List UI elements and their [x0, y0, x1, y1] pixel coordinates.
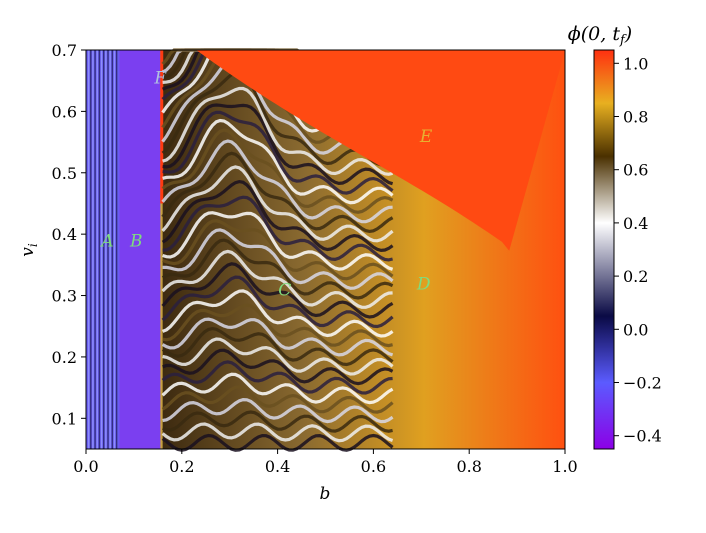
heatmap-stripe	[103, 50, 105, 449]
colorbar-tick-label: 0.0	[623, 320, 648, 339]
y-axis-label-subscript: i	[26, 243, 40, 247]
y-axis-label: vi	[18, 243, 40, 257]
heatmap-fringe	[162, 348, 394, 386]
heatmap-stripe	[113, 50, 116, 449]
y-tick-label: 0.2	[52, 348, 77, 367]
heatmap-fringe	[162, 195, 393, 262]
heatmap-stripe	[92, 50, 94, 449]
heatmap-fringe	[161, 410, 393, 433]
y-tick-label: 0.5	[52, 164, 77, 183]
heatmap-fringe	[161, 422, 394, 443]
region-label-a: A	[99, 231, 113, 251]
heatmap-fringe	[161, 249, 393, 309]
heatmap-fringe	[161, 262, 394, 319]
y-axis-label-main: v	[18, 247, 38, 257]
heatmap-stripe	[98, 50, 101, 449]
x-axis-label: b	[320, 484, 331, 504]
colorbar-tick-label: 1.0	[623, 54, 648, 73]
heatmap-fringe	[162, 303, 393, 348]
colorbar-gradient	[593, 49, 615, 450]
heatmap-stripe	[90, 50, 92, 449]
colorbar-tick-label: 0.6	[623, 161, 648, 180]
colorbar-tick-label: 0.2	[623, 267, 648, 286]
heatmap-fringe	[161, 433, 394, 452]
colorbar-label: ϕ(0, tf)	[568, 23, 632, 48]
heatmap-fringe	[161, 128, 394, 214]
y-tick-label: 0.3	[52, 287, 77, 306]
heatmap-stripe	[115, 50, 118, 449]
x-tick-label: 0.4	[265, 457, 290, 476]
region-label-e: E	[419, 127, 433, 147]
heatmap-fringe	[162, 86, 393, 176]
heatmap-fringe	[161, 275, 394, 329]
x-tick-label: 0.0	[73, 457, 98, 476]
heatmap-stripe	[94, 50, 96, 449]
heatmap-fringe	[161, 165, 394, 243]
x-tick-label: 1.0	[552, 457, 577, 476]
heatmap-fringe	[161, 385, 394, 414]
heatmap-stripe	[96, 50, 98, 449]
colorbar-tick-label: 0.8	[623, 108, 648, 127]
heatmap-fringe	[162, 397, 394, 424]
heatmap-fringe	[162, 211, 394, 271]
colorbar-label-end: )	[624, 23, 632, 45]
y-tick-label: 0.7	[52, 41, 77, 60]
region-labels: A B C D E F	[99, 69, 432, 301]
heatmap-stripe	[107, 50, 109, 449]
heatmap-region-b	[119, 50, 161, 449]
heatmap-fringe	[161, 139, 393, 224]
region-label-b: B	[129, 231, 143, 251]
heatmap-fringe	[162, 103, 394, 186]
region-label-c: C	[278, 280, 291, 300]
x-tick-label: 0.6	[361, 457, 386, 476]
colorbar-ticks: −0.4 −0.2 0.0 0.2 0.4 0.6 0.8 1.0	[614, 54, 662, 446]
colorbar-tick-label: −0.4	[623, 427, 662, 446]
heatmap-region-e	[196, 50, 566, 251]
heatmap-fringe	[161, 151, 394, 234]
colorbar-label-main: ϕ(0, t	[568, 23, 621, 45]
heatmap-fringe	[162, 337, 394, 376]
heatmap-fringe	[161, 238, 394, 300]
heatmap-fringe	[161, 326, 394, 367]
heatmap-stripe	[87, 50, 90, 449]
colorbar-label-subscript: f	[619, 33, 627, 48]
y-tick-label: 0.1	[52, 409, 77, 428]
heatmap-fringe	[162, 228, 394, 290]
heatmap-fringe	[161, 372, 394, 405]
svg-text:vi: vi	[18, 243, 40, 257]
colorbar: −0.4 −0.2 0.0 0.2 0.4 0.6 0.8 1.0 ϕ(0, tf)	[568, 23, 662, 450]
y-tick-label: 0.6	[52, 102, 77, 121]
heatmap-stripe	[111, 50, 114, 449]
y-tick-label: 0.4	[52, 225, 77, 244]
heatmap-stripe	[105, 50, 107, 449]
heatmap-fringe	[162, 118, 394, 205]
x-tick-label: 0.2	[169, 457, 194, 476]
heatmap-fringe	[162, 110, 394, 195]
x-tick-label: 0.8	[456, 457, 481, 476]
heatmap-fringe	[162, 219, 394, 281]
heatmap-stripe	[109, 50, 111, 449]
colorbar-tick-label: 0.4	[623, 214, 648, 233]
x-axis: 0.0 0.2 0.4 0.6 0.8 1.0	[73, 449, 578, 476]
heatmap-fringe	[161, 289, 394, 338]
plot-frame	[85, 49, 566, 450]
heatmap-stripe	[100, 50, 103, 449]
plot-area	[85, 48, 566, 452]
heatmap-fringe	[161, 360, 393, 395]
heatmap-fringe	[161, 179, 394, 253]
y-axis: 0.1 0.2 0.3 0.4 0.5 0.6 0.7	[52, 41, 86, 428]
heatmap-fringe	[161, 317, 394, 357]
region-label-f: F	[153, 69, 167, 89]
colorbar-tick-label: −0.2	[623, 374, 662, 393]
region-label-d: D	[416, 274, 431, 294]
